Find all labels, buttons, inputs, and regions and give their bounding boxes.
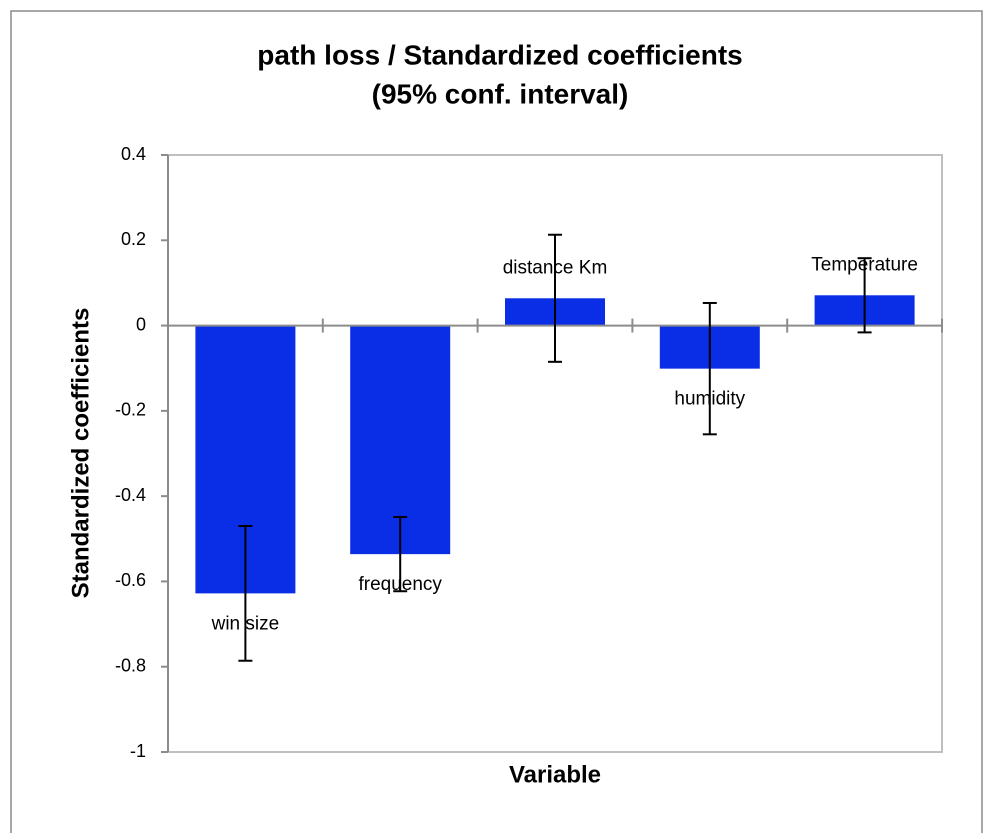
chart-border xyxy=(10,10,983,833)
category-label: distance Km xyxy=(503,257,608,278)
x-axis-label: Variable xyxy=(509,761,601,788)
chart-title: path loss / Standardized coefficients xyxy=(257,39,742,70)
chart-subtitle: (95% conf. interval) xyxy=(372,78,629,109)
category-label: humidity xyxy=(674,389,745,410)
category-label: frequency xyxy=(358,574,442,595)
category-label: Temperature xyxy=(811,254,918,275)
y-tick-label: -1 xyxy=(130,741,146,761)
y-tick-label: 0.4 xyxy=(121,144,146,164)
y-axis-label: Standardized coefficients xyxy=(67,308,94,599)
y-tick-label: -0.8 xyxy=(115,655,146,675)
y-tick-label: -0.4 xyxy=(115,485,146,505)
category-label: win size xyxy=(211,613,280,634)
y-tick-label: 0 xyxy=(136,314,146,334)
y-tick-label: -0.6 xyxy=(115,570,146,590)
y-tick-label: 0.2 xyxy=(121,229,146,249)
y-tick-label: -0.2 xyxy=(115,400,146,420)
